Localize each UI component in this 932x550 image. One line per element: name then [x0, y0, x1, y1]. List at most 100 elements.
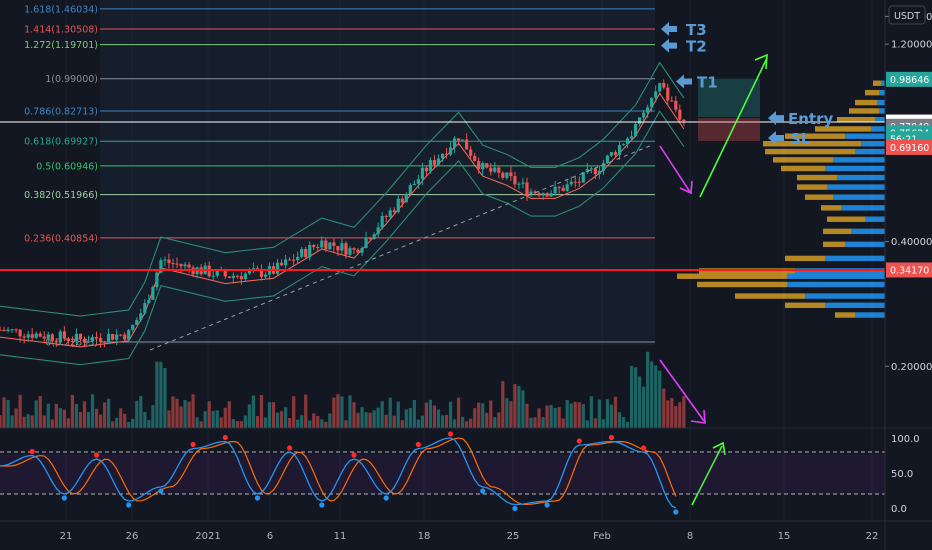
candle-body: [650, 97, 654, 108]
candle-body: [633, 123, 638, 137]
price-box-label: 56:21: [890, 134, 917, 145]
annotation-arrow-icon: [661, 22, 677, 37]
volume-bar: [66, 418, 70, 428]
candle-body: [553, 186, 557, 194]
volume-bar: [666, 400, 670, 428]
vp-bar-blue: [865, 216, 885, 222]
volume-bar: [420, 415, 424, 428]
vp-bar-yellow: [855, 99, 877, 106]
volume-bar: [18, 394, 22, 428]
volume-bar: [46, 403, 50, 428]
candle-body: [593, 168, 597, 175]
candle-body: [388, 210, 392, 217]
volume-bar: [179, 406, 183, 428]
price-tick-label: 1.20000: [891, 40, 932, 51]
volume-bar: [320, 419, 324, 428]
price-tick-label: 0.40000: [891, 237, 932, 248]
vp-bar-yellow: [849, 108, 879, 114]
stoch-peak-dot: [641, 445, 647, 451]
candle-body: [135, 319, 139, 326]
candle-body: [581, 172, 585, 183]
stoch-peak-dot: [287, 445, 293, 451]
currency-badge-box: [888, 5, 926, 25]
price-box[interactable]: [886, 139, 932, 155]
stoch-peak-dot: [222, 434, 228, 441]
volume-bar: [609, 404, 614, 428]
volume-bar: [207, 401, 211, 428]
take-profit-zone[interactable]: [698, 78, 760, 118]
vp-bar-blue: [871, 126, 885, 132]
vp-bar-blue: [845, 241, 885, 248]
vp-bar-yellow: [781, 165, 825, 172]
candle-body: [255, 268, 260, 270]
volume-bar: [477, 402, 481, 428]
date-tick-label: 26: [126, 531, 139, 542]
fib-label: 0.5(0.60946): [36, 161, 98, 172]
time-axis[interactable]: 21 26 2021 6 11 18 25 Feb 8 15 22: [60, 531, 879, 542]
band-upper: [0, 61, 685, 317]
date-tick-label: 18: [418, 531, 431, 542]
candle-body: [368, 237, 372, 240]
candle-body: [436, 158, 441, 165]
vp-bar-blue: [787, 273, 885, 279]
stoch-tick-label: 0.0: [891, 504, 907, 515]
candle-body: [461, 139, 465, 141]
candle-body: [167, 259, 171, 264]
volume-bar: [625, 421, 630, 428]
vp-bar-blue: [877, 99, 885, 106]
candle-body: [537, 192, 541, 196]
candle-body: [223, 270, 227, 277]
volume-bar: [143, 411, 147, 428]
volume-bar: [617, 412, 622, 428]
volume-bar: [271, 402, 276, 428]
annotation-arrow-icon: [676, 74, 692, 89]
stop-loss-zone[interactable]: [698, 118, 760, 142]
candle-body: [30, 334, 34, 338]
candle-body: [485, 163, 489, 168]
volume-bar: [384, 414, 388, 428]
volume-bar: [545, 405, 549, 428]
volume-bar: [0, 415, 2, 428]
candle-body: [82, 338, 87, 343]
volume-bar: [219, 417, 223, 428]
volume-bar: [38, 396, 42, 428]
candle-body: [115, 334, 119, 340]
volume-bar: [440, 415, 445, 428]
vp-bar-yellow: [873, 80, 881, 86]
stoch-peak-dot: [351, 452, 357, 458]
date-tick-label: 25: [507, 531, 520, 542]
candle-body: [320, 240, 324, 248]
fib-label: 1.618(1.46034): [24, 4, 98, 15]
volume-bar: [360, 407, 364, 428]
candle-body: [444, 153, 449, 155]
candle-body: [529, 191, 533, 195]
price-box[interactable]: [886, 262, 932, 278]
volume-bar: [26, 414, 30, 428]
candle-body: [662, 82, 666, 88]
stoch-axis[interactable]: 100.0 50.0 0.0: [891, 434, 920, 515]
volume-bar: [553, 407, 557, 428]
vp-bar-yellow: [763, 141, 861, 147]
candle-body: [513, 176, 517, 185]
volume-bar: [533, 417, 537, 428]
volume-bar: [98, 414, 103, 428]
stoch-trough-dot: [254, 495, 261, 501]
trend-line-dashed[interactable]: [149, 144, 653, 351]
volume-bar: [332, 397, 336, 428]
volume-bar: [388, 397, 392, 428]
candle-body: [332, 242, 336, 246]
candle-body: [477, 160, 481, 170]
candle-body: [308, 245, 312, 258]
candle-body: [86, 341, 91, 343]
currency-badge[interactable]: USDT: [888, 5, 926, 25]
candle-body: [119, 334, 123, 336]
candle-body: [481, 163, 485, 170]
candle-body: [10, 329, 14, 331]
band-lower: [0, 110, 685, 366]
candle-body: [509, 172, 513, 177]
volume-bar: [328, 413, 332, 428]
price-box[interactable]: [886, 71, 932, 87]
candle-body: [404, 193, 408, 203]
